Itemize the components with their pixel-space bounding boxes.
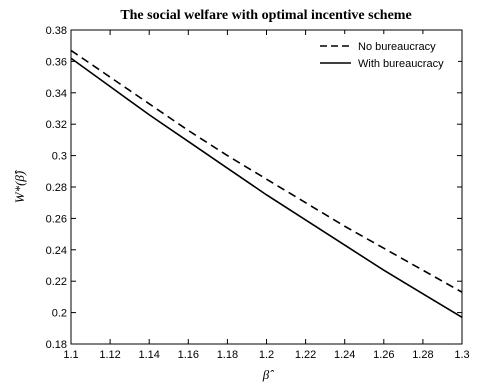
- x-tick-label: 1.14: [138, 349, 159, 361]
- x-axis-label: β̂: [262, 367, 274, 382]
- series-line-with-bureaucracy: [71, 58, 462, 317]
- y-axis-label: W*(β̂): [12, 170, 27, 203]
- x-tick-label: 1.24: [334, 349, 355, 361]
- x-tick-label: 1.22: [295, 349, 316, 361]
- y-tick-label: 0.18: [46, 339, 67, 351]
- y-tick-label: 0.32: [46, 119, 67, 131]
- legend-label-with-bureaucracy: With bureaucracy: [358, 58, 444, 70]
- x-tick-label: 1.3: [454, 349, 469, 361]
- x-tick-label: 1.12: [99, 349, 120, 361]
- x-tick-label: 1.26: [373, 349, 394, 361]
- x-tick-label: 1.18: [217, 349, 238, 361]
- x-tick-label: 1.28: [412, 349, 433, 361]
- y-tick-label: 0.24: [46, 245, 67, 257]
- y-tick-label: 0.36: [46, 56, 67, 68]
- chart-title: The social welfare with optimal incentiv…: [120, 8, 411, 23]
- y-tick-label: 0.26: [46, 213, 67, 225]
- y-tick-label: 0.2: [52, 308, 67, 320]
- plot-area: [71, 30, 462, 344]
- x-tick-label: 1.16: [178, 349, 199, 361]
- y-tick-label: 0.22: [46, 276, 67, 288]
- series-layer: [71, 50, 462, 317]
- y-tick-label: 0.38: [46, 25, 67, 37]
- y-tick-label: 0.3: [52, 151, 67, 163]
- series-line-no-bureaucracy: [71, 50, 462, 292]
- y-axis-ticks: 0.18 0.2 0.22 0.24 0.26 0.28 0.3 0.32 0.34 0.36 0.…: [46, 25, 462, 351]
- x-tick-label: 1.2: [259, 349, 274, 361]
- y-tick-label: 0.28: [46, 182, 67, 194]
- legend: No bureaucracy With bureaucracy: [312, 34, 458, 72]
- legend-label-no-bureaucracy: No bureaucracy: [358, 41, 436, 53]
- y-tick-label: 0.34: [46, 88, 67, 100]
